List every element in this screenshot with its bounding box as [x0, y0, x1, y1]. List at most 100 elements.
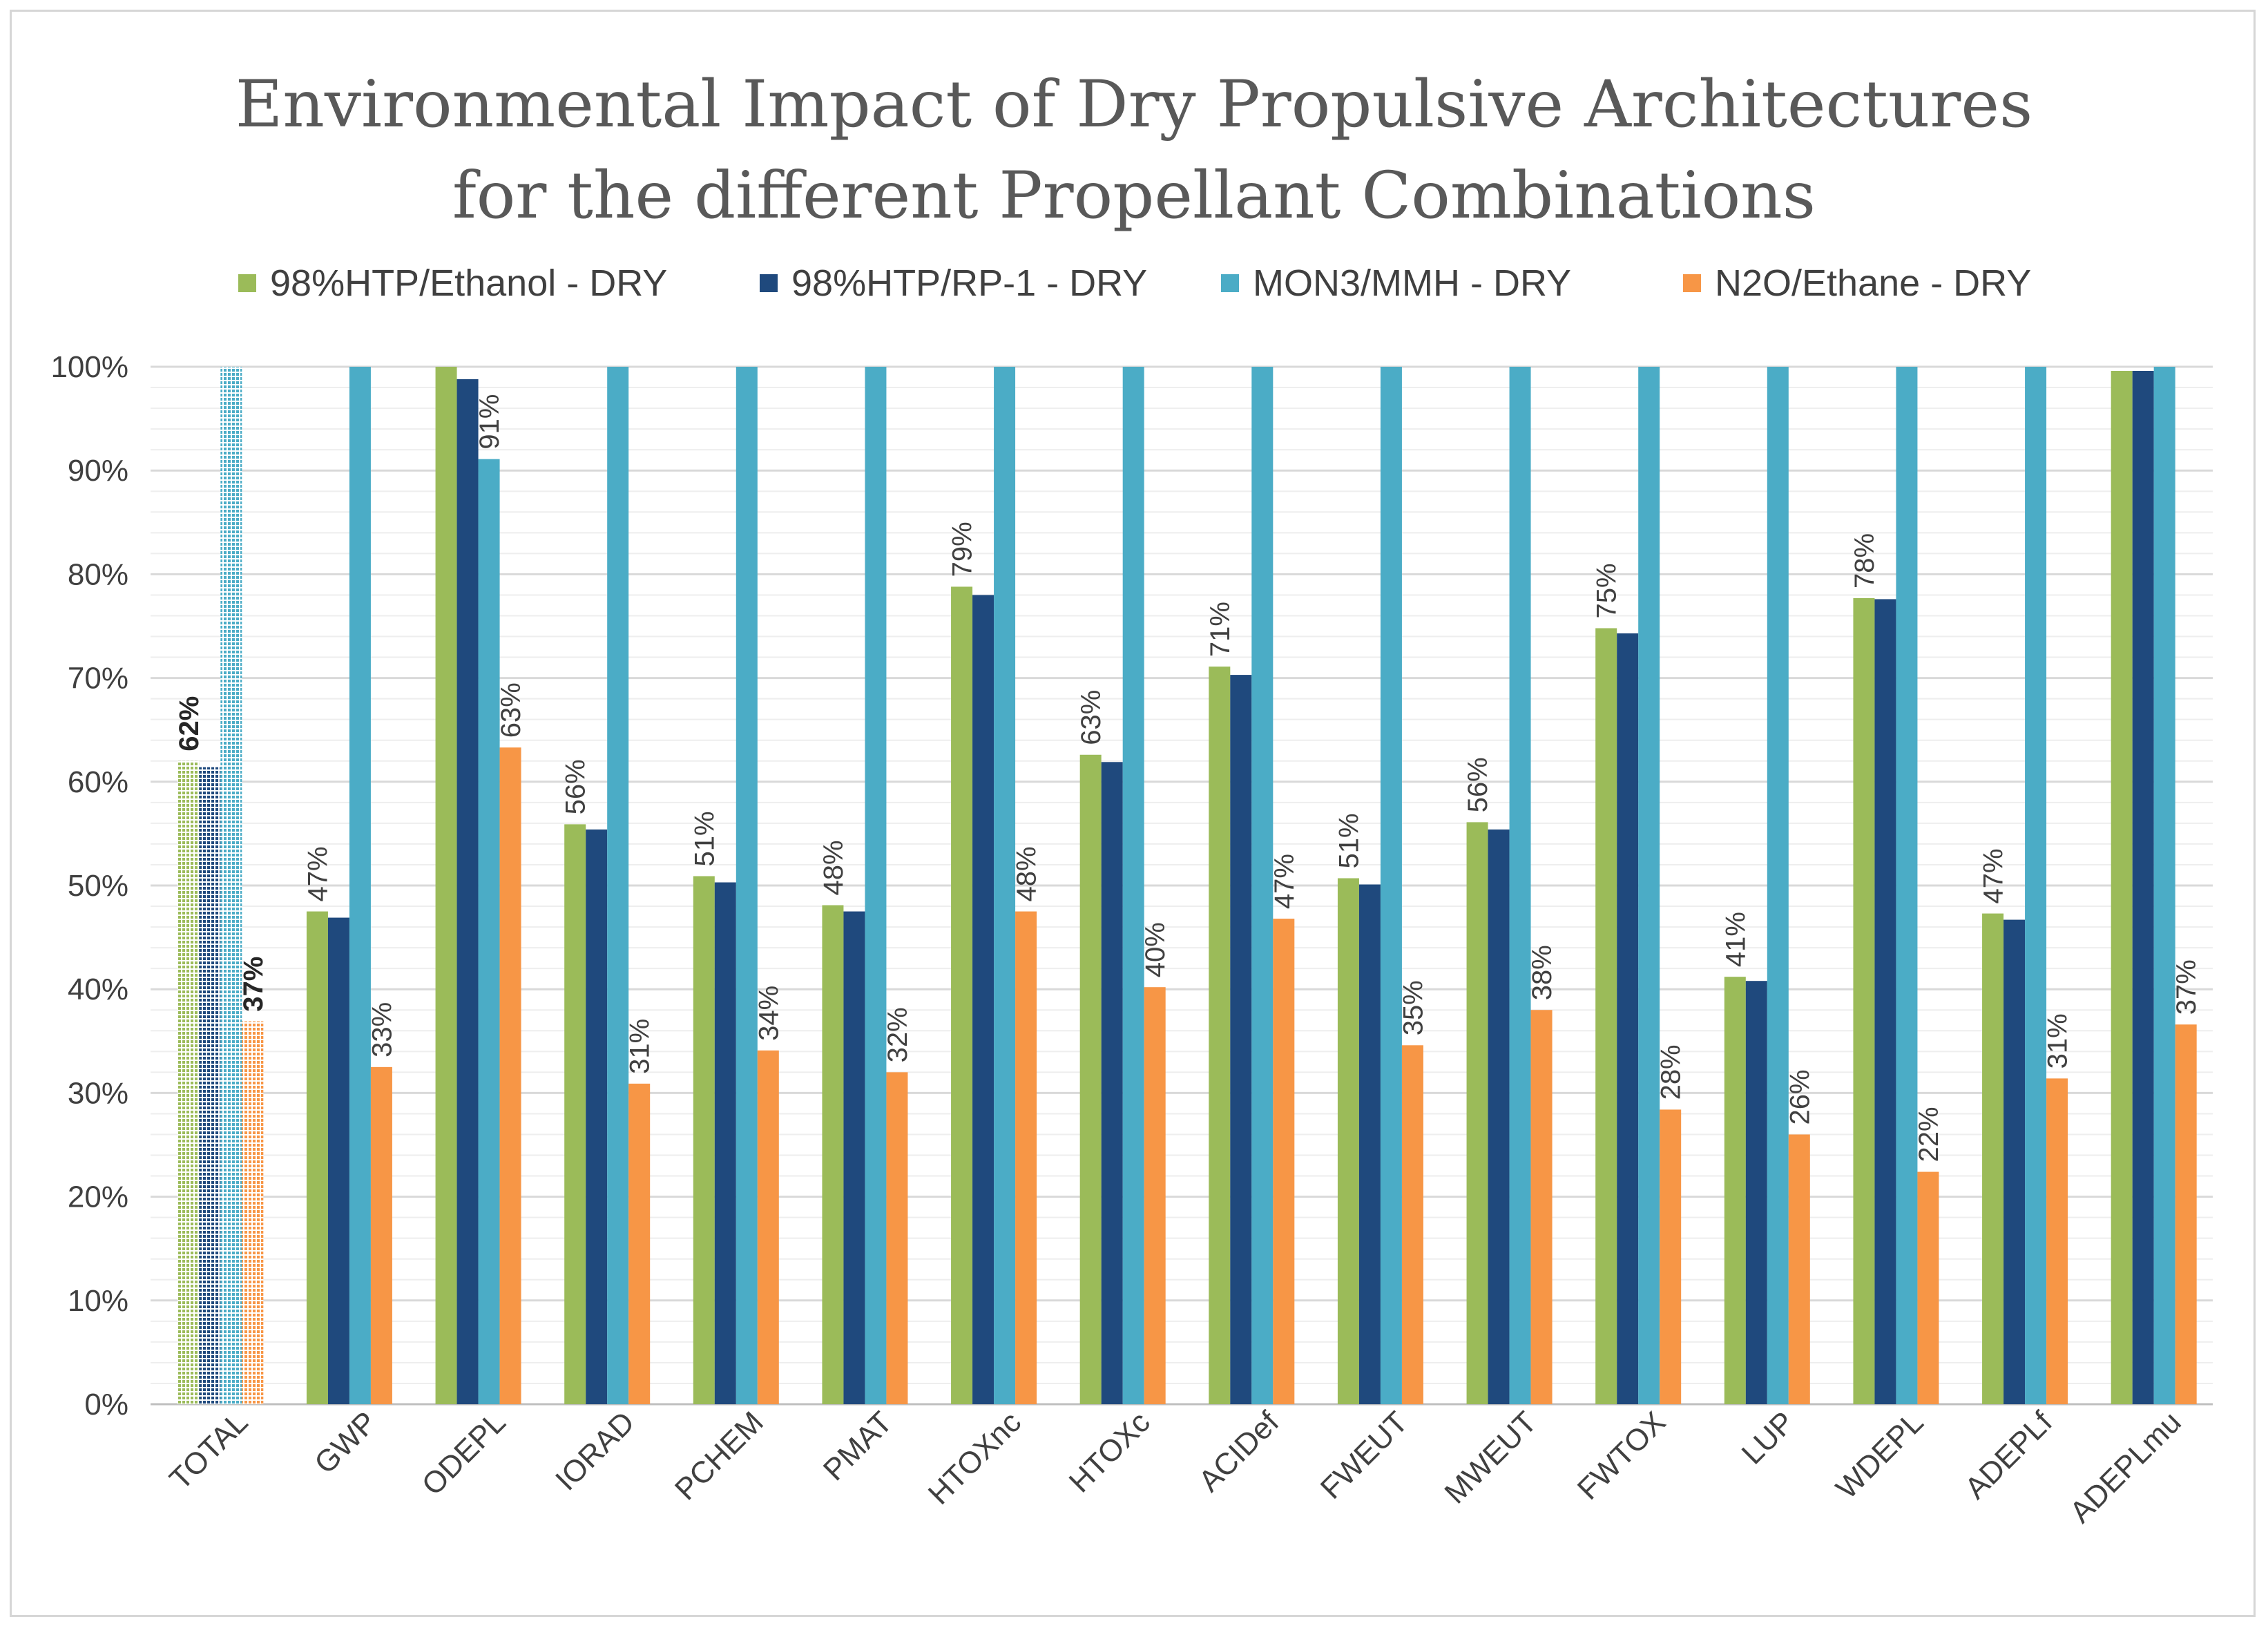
- data-label: 28%: [1656, 1044, 1686, 1100]
- data-label: 91%: [474, 394, 505, 450]
- bar-fweut-series-3: [1380, 367, 1402, 1404]
- legend-label-n2o-ethane: N2O/Ethane - DRY: [1715, 262, 2032, 304]
- x-category-label: GWP: [308, 1405, 383, 1480]
- data-label: 63%: [1076, 690, 1106, 745]
- bar-mweut-series-3: [1509, 367, 1531, 1404]
- bar-mweut-series-4: [1530, 1010, 1553, 1404]
- legend-swatch-htp-ethanol: [238, 274, 256, 292]
- legend-item-htp-rp1: 98%HTP/RP-1 - DRY: [760, 256, 1147, 311]
- y-tick-label: 40%: [68, 973, 128, 1006]
- data-label: 47%: [302, 846, 333, 901]
- bar-acidef-series-2: [1230, 675, 1252, 1404]
- bars: [177, 367, 2197, 1405]
- data-label: 47%: [1979, 848, 2009, 903]
- legend-swatch-n2o-ethane: [1683, 274, 1701, 292]
- data-label: 38%: [1527, 945, 1557, 1000]
- bar-wdepl-series-3: [1896, 367, 1918, 1404]
- data-label: 47%: [1269, 854, 1300, 909]
- bar-total-series-3: [220, 367, 242, 1404]
- legend-item-n2o-ethane: N2O/Ethane - DRY: [1683, 256, 2031, 311]
- bar-lup-series-3: [1767, 367, 1789, 1404]
- data-label: 78%: [1849, 533, 1880, 588]
- chart-title-line-1: Environmental Impact of Dry Propulsive A…: [235, 67, 2033, 142]
- x-category-label: PMAT: [817, 1405, 899, 1487]
- y-tick-label: 80%: [68, 557, 128, 591]
- y-tick-label: 10%: [68, 1284, 128, 1318]
- data-labels: 62% 37% 47% 33% 91% 63% 56% 31% 51% 34% 48% 32% 79% 4…: [174, 394, 2202, 1162]
- bar-htoxnc-series-3: [994, 367, 1016, 1404]
- bar-acidef-series-1: [1209, 667, 1231, 1404]
- y-tick-label: 50%: [68, 869, 128, 903]
- bar-fweut-series-1: [1337, 878, 1359, 1404]
- bar-total-series-2: [199, 767, 221, 1404]
- x-category-label: TOTAL: [163, 1405, 254, 1496]
- bar-acidef-series-3: [1251, 367, 1274, 1404]
- x-category-label: ADEPLmu: [2064, 1405, 2188, 1529]
- x-category-label: FWEUT: [1314, 1405, 1414, 1505]
- bar-adeplf-series-3: [2025, 367, 2047, 1404]
- bar-iorad-series-3: [607, 367, 629, 1404]
- bar-iorad-series-1: [564, 824, 586, 1404]
- x-category-label: MWEUT: [1438, 1405, 1543, 1510]
- data-label: 48%: [818, 840, 849, 895]
- y-axis-ticks: 0% 10% 20% 30% 40% 50% 60% 70% 80% 90% 100%: [50, 350, 128, 1421]
- chart-title: Environmental Impact of Dry Propulsive A…: [0, 59, 2268, 242]
- data-label: 51%: [1334, 813, 1364, 868]
- bar-fwtox-series-3: [1638, 367, 1660, 1404]
- bar-odepl-series-2: [457, 379, 479, 1405]
- bar-lup-series-4: [1788, 1134, 1810, 1404]
- bar-fweut-series-2: [1358, 884, 1381, 1404]
- bar-lup-series-1: [1724, 977, 1746, 1404]
- data-label: 41%: [1720, 912, 1751, 967]
- data-label: 56%: [1463, 757, 1493, 812]
- data-label: 37%: [2171, 959, 2202, 1015]
- data-label: 75%: [1592, 563, 1622, 618]
- data-label: 26%: [1785, 1069, 1815, 1124]
- bar-htoxc-series-3: [1122, 367, 1144, 1404]
- bar-fwtox-series-1: [1595, 628, 1617, 1404]
- bar-pmat-series-4: [886, 1072, 908, 1404]
- legend-label-htp-ethanol: 98%HTP/Ethanol - DRY: [270, 262, 668, 304]
- data-label: 62%: [174, 696, 204, 751]
- y-tick-label: 70%: [68, 662, 128, 696]
- data-label: 22%: [1914, 1107, 1944, 1162]
- bar-gwp-series-1: [306, 911, 328, 1404]
- bar-iorad-series-4: [628, 1083, 651, 1404]
- bar-htoxc-series-4: [1144, 987, 1166, 1404]
- bar-adeplf-series-1: [1982, 913, 2004, 1404]
- x-axis-categories: TOTAL GWP ODEPL IORAD PCHEM PMAT HTOXnc HTOXc AC…: [163, 1405, 2187, 1529]
- data-label: 40%: [1140, 922, 1171, 977]
- bar-acidef-series-4: [1273, 919, 1295, 1404]
- bar-pchem-series-1: [693, 876, 715, 1404]
- bar-adeplf-series-2: [2003, 919, 2026, 1404]
- legend-swatch-htp-rp1: [760, 274, 778, 292]
- data-label: 33%: [367, 1002, 397, 1057]
- bar-mweut-series-2: [1488, 829, 1510, 1404]
- bar-adeplmu-series-4: [2175, 1024, 2197, 1404]
- chart-legend: 98%HTP/Ethanol - DRY 98%HTP/RP-1 - DRY M…: [0, 256, 2268, 311]
- bar-gwp-series-3: [349, 367, 371, 1404]
- data-label: 32%: [883, 1007, 913, 1062]
- legend-swatch-mon3-mmh: [1221, 274, 1239, 292]
- bar-pmat-series-3: [865, 367, 887, 1404]
- x-category-label: HTOXc: [1063, 1405, 1157, 1499]
- y-tick-label: 90%: [68, 454, 128, 488]
- x-category-label: WDEPL: [1829, 1405, 1930, 1505]
- bar-adeplmu-series-1: [2111, 371, 2133, 1404]
- data-label: 31%: [2043, 1013, 2073, 1069]
- bar-gwp-series-2: [327, 917, 349, 1404]
- y-tick-label: 30%: [68, 1076, 128, 1110]
- bar-mweut-series-1: [1466, 822, 1488, 1404]
- bar-adeplf-series-4: [2046, 1078, 2068, 1404]
- x-category-label: ADEPLf: [1959, 1405, 2059, 1506]
- y-tick-label: 20%: [68, 1180, 128, 1214]
- x-category-label: ACIDef: [1192, 1405, 1285, 1498]
- bar-htoxc-series-1: [1079, 754, 1102, 1404]
- data-label: 37%: [238, 957, 269, 1012]
- bar-adeplmu-series-3: [2153, 367, 2175, 1404]
- bar-htoxnc-series-2: [972, 595, 994, 1405]
- bar-wdepl-series-1: [1853, 597, 1875, 1404]
- bar-fweut-series-4: [1401, 1045, 1423, 1404]
- bar-odepl-series-3: [478, 459, 500, 1404]
